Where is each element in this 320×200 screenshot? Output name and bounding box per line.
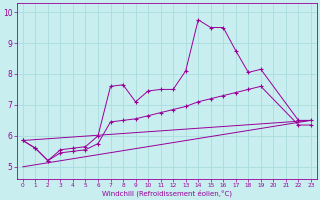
- X-axis label: Windchill (Refroidissement éolien,°C): Windchill (Refroidissement éolien,°C): [102, 190, 232, 197]
